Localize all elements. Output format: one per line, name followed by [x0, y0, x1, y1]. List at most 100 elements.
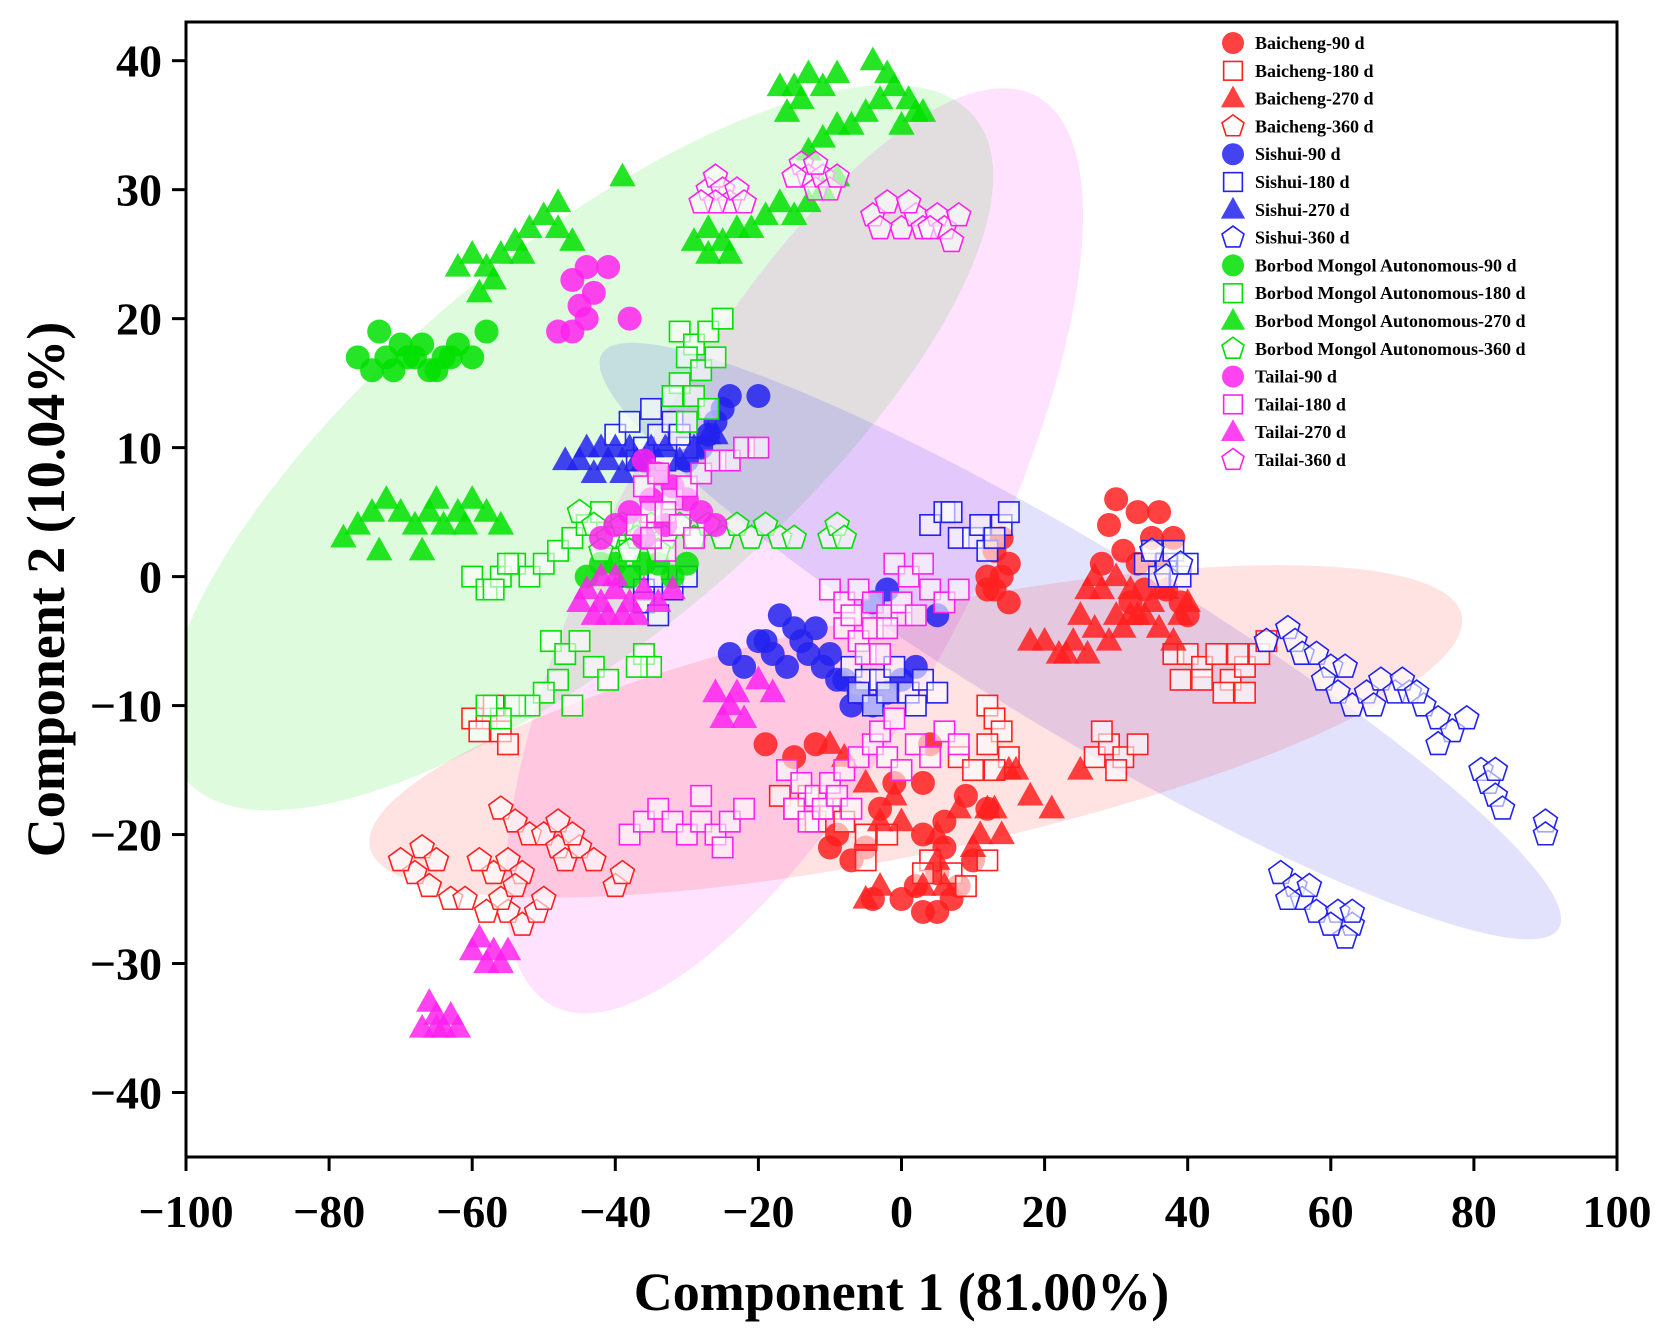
legend-marker	[1221, 447, 1245, 471]
legend-marker	[1222, 32, 1244, 54]
data-point	[473, 949, 500, 974]
data-point	[561, 694, 584, 717]
data-point	[840, 797, 863, 820]
data-point	[559, 227, 586, 251]
data-point	[1403, 679, 1430, 704]
data-point	[487, 510, 515, 535]
data-point	[1425, 730, 1452, 756]
data-point	[494, 936, 522, 961]
data-point	[1267, 859, 1294, 885]
data-point	[709, 704, 736, 729]
data-point	[625, 655, 648, 678]
data-point	[723, 214, 751, 238]
data-point	[711, 307, 734, 330]
legend-label: Sishui-90 d	[1255, 144, 1341, 164]
data-point	[919, 746, 942, 769]
data-point	[904, 694, 927, 717]
data-point	[780, 201, 808, 226]
legend-label: Borbod Mongol Autonomous-270 d	[1255, 311, 1526, 331]
data-point	[859, 46, 887, 71]
data-points	[330, 46, 1559, 1038]
data-point	[588, 525, 613, 550]
data-point	[781, 524, 808, 549]
data-point	[640, 526, 663, 549]
data-point	[367, 319, 392, 344]
legend-item: Baicheng-180 d	[1222, 60, 1374, 81]
legend-marker	[1221, 336, 1245, 359]
data-point	[460, 345, 485, 370]
x-axis: −100 −80 −60 −40 −20 0 20 40 60 80 100	[138, 1157, 1652, 1237]
x-tick-label: −100	[138, 1186, 233, 1237]
data-point	[544, 188, 572, 213]
legend-marker	[1220, 308, 1246, 330]
data-point	[596, 255, 621, 280]
legend-marker	[1222, 394, 1244, 415]
data-point	[731, 188, 758, 214]
data-point	[423, 846, 450, 872]
data-point	[597, 668, 620, 691]
data-point	[623, 601, 650, 625]
data-point	[866, 872, 894, 896]
data-point	[703, 513, 728, 538]
data-point	[430, 510, 457, 535]
legend-label: Borbod Mongol Autonomous-360 d	[1255, 339, 1526, 359]
data-point	[852, 768, 879, 793]
y-tick-label: −10	[90, 681, 162, 732]
data-point	[702, 420, 729, 445]
legend-marker	[1220, 196, 1246, 219]
data-point	[1117, 575, 1144, 600]
data-point	[1067, 601, 1094, 625]
data-point	[401, 510, 429, 535]
x-tick-label: 80	[1451, 1186, 1497, 1237]
x-tick-label: 100	[1583, 1186, 1652, 1237]
data-point	[1031, 626, 1058, 651]
data-point	[409, 833, 436, 859]
data-point	[416, 497, 443, 522]
data-point	[1125, 500, 1150, 525]
data-point	[487, 240, 515, 264]
data-point	[466, 846, 493, 872]
data-point	[1296, 872, 1323, 898]
data-point	[544, 214, 572, 238]
data-point	[566, 498, 593, 524]
data-point	[889, 887, 914, 912]
legend-item: Tailai-90 d	[1222, 365, 1337, 388]
data-point	[876, 617, 899, 640]
legend-item: Sishui-270 d	[1220, 196, 1350, 220]
data-point	[840, 604, 863, 627]
data-point	[546, 319, 571, 344]
data-point	[574, 255, 599, 280]
data-point	[1002, 755, 1030, 780]
data-point	[910, 770, 935, 795]
data-point	[1117, 601, 1144, 625]
data-point	[888, 111, 915, 135]
data-point	[358, 497, 386, 522]
data-point	[652, 433, 679, 458]
legend-marker	[1221, 113, 1245, 137]
data-point	[408, 536, 436, 561]
data-point	[695, 214, 722, 238]
data-point	[468, 720, 491, 743]
data-point	[874, 188, 901, 214]
data-point	[1110, 614, 1137, 638]
data-point	[752, 511, 779, 537]
data-point	[423, 485, 450, 509]
data-point	[954, 875, 977, 898]
data-point	[675, 410, 698, 433]
data-point	[888, 807, 915, 832]
data-point	[866, 807, 894, 832]
data-point	[881, 781, 908, 806]
y-tick-label: −20	[90, 810, 162, 861]
data-point	[330, 523, 357, 548]
legend-label: Tailai-180 d	[1255, 394, 1346, 414]
data-point	[1074, 575, 1101, 600]
data-point	[745, 665, 772, 690]
data-point	[1274, 885, 1301, 911]
data-point	[344, 510, 371, 535]
legend-marker	[1222, 143, 1244, 166]
data-point	[940, 501, 963, 524]
y-axis: −40 −30 −20 −10 0 10 20 30 40	[90, 36, 186, 1119]
legend-marker	[1220, 85, 1246, 108]
data-point	[966, 820, 994, 845]
